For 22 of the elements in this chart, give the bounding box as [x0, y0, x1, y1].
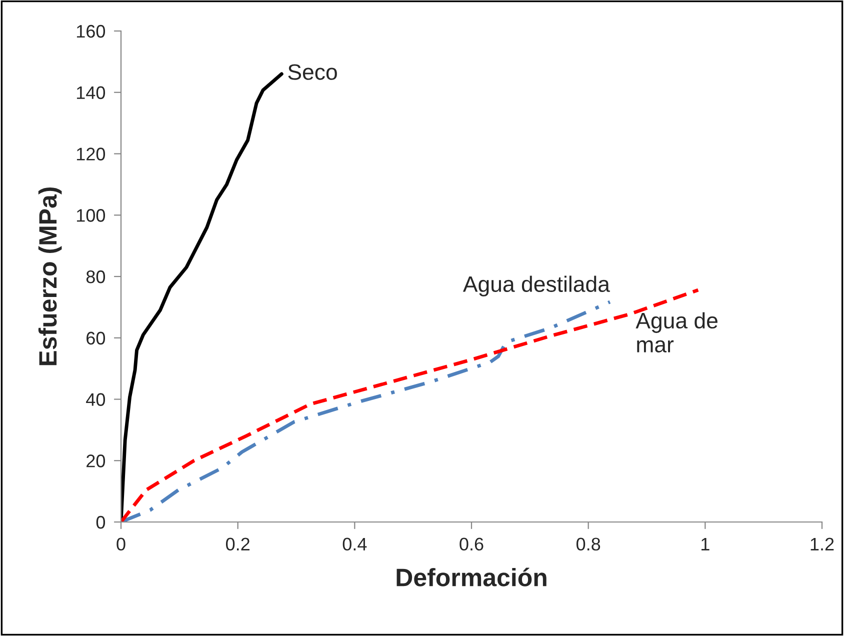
- x-tick-label: 1.2: [810, 538, 834, 550]
- y-tick-label: 40: [86, 393, 106, 406]
- y-tick-label: 120: [76, 148, 106, 160]
- x-axis-title: Deformación: [396, 568, 546, 586]
- series-label: Agua de mar: [636, 312, 718, 352]
- y-tick-label: 20: [86, 454, 106, 468]
- y-tick-label: 140: [76, 86, 106, 100]
- x-tick-label: 0: [116, 538, 126, 551]
- y-tick-label: 60: [86, 332, 106, 345]
- series-label: Seco: [288, 64, 337, 80]
- y-axis-title: Esfuerzo (MPa): [38, 187, 62, 366]
- x-tick-label: 0.8: [576, 538, 600, 551]
- series-label: Agua destilada: [462, 276, 610, 296]
- line-series: [121, 300, 612, 522]
- y-tick-label: 0: [96, 516, 106, 529]
- y-tick-label: 100: [76, 209, 106, 222]
- x-tick-label: 1: [702, 538, 710, 550]
- x-tick-label: 0.4: [342, 538, 367, 551]
- y-tick-label: 160: [76, 24, 106, 38]
- x-tick-label: 0.6: [460, 538, 484, 551]
- y-tick-label: 80: [86, 270, 106, 284]
- x-tick-label: 0.2: [226, 538, 250, 551]
